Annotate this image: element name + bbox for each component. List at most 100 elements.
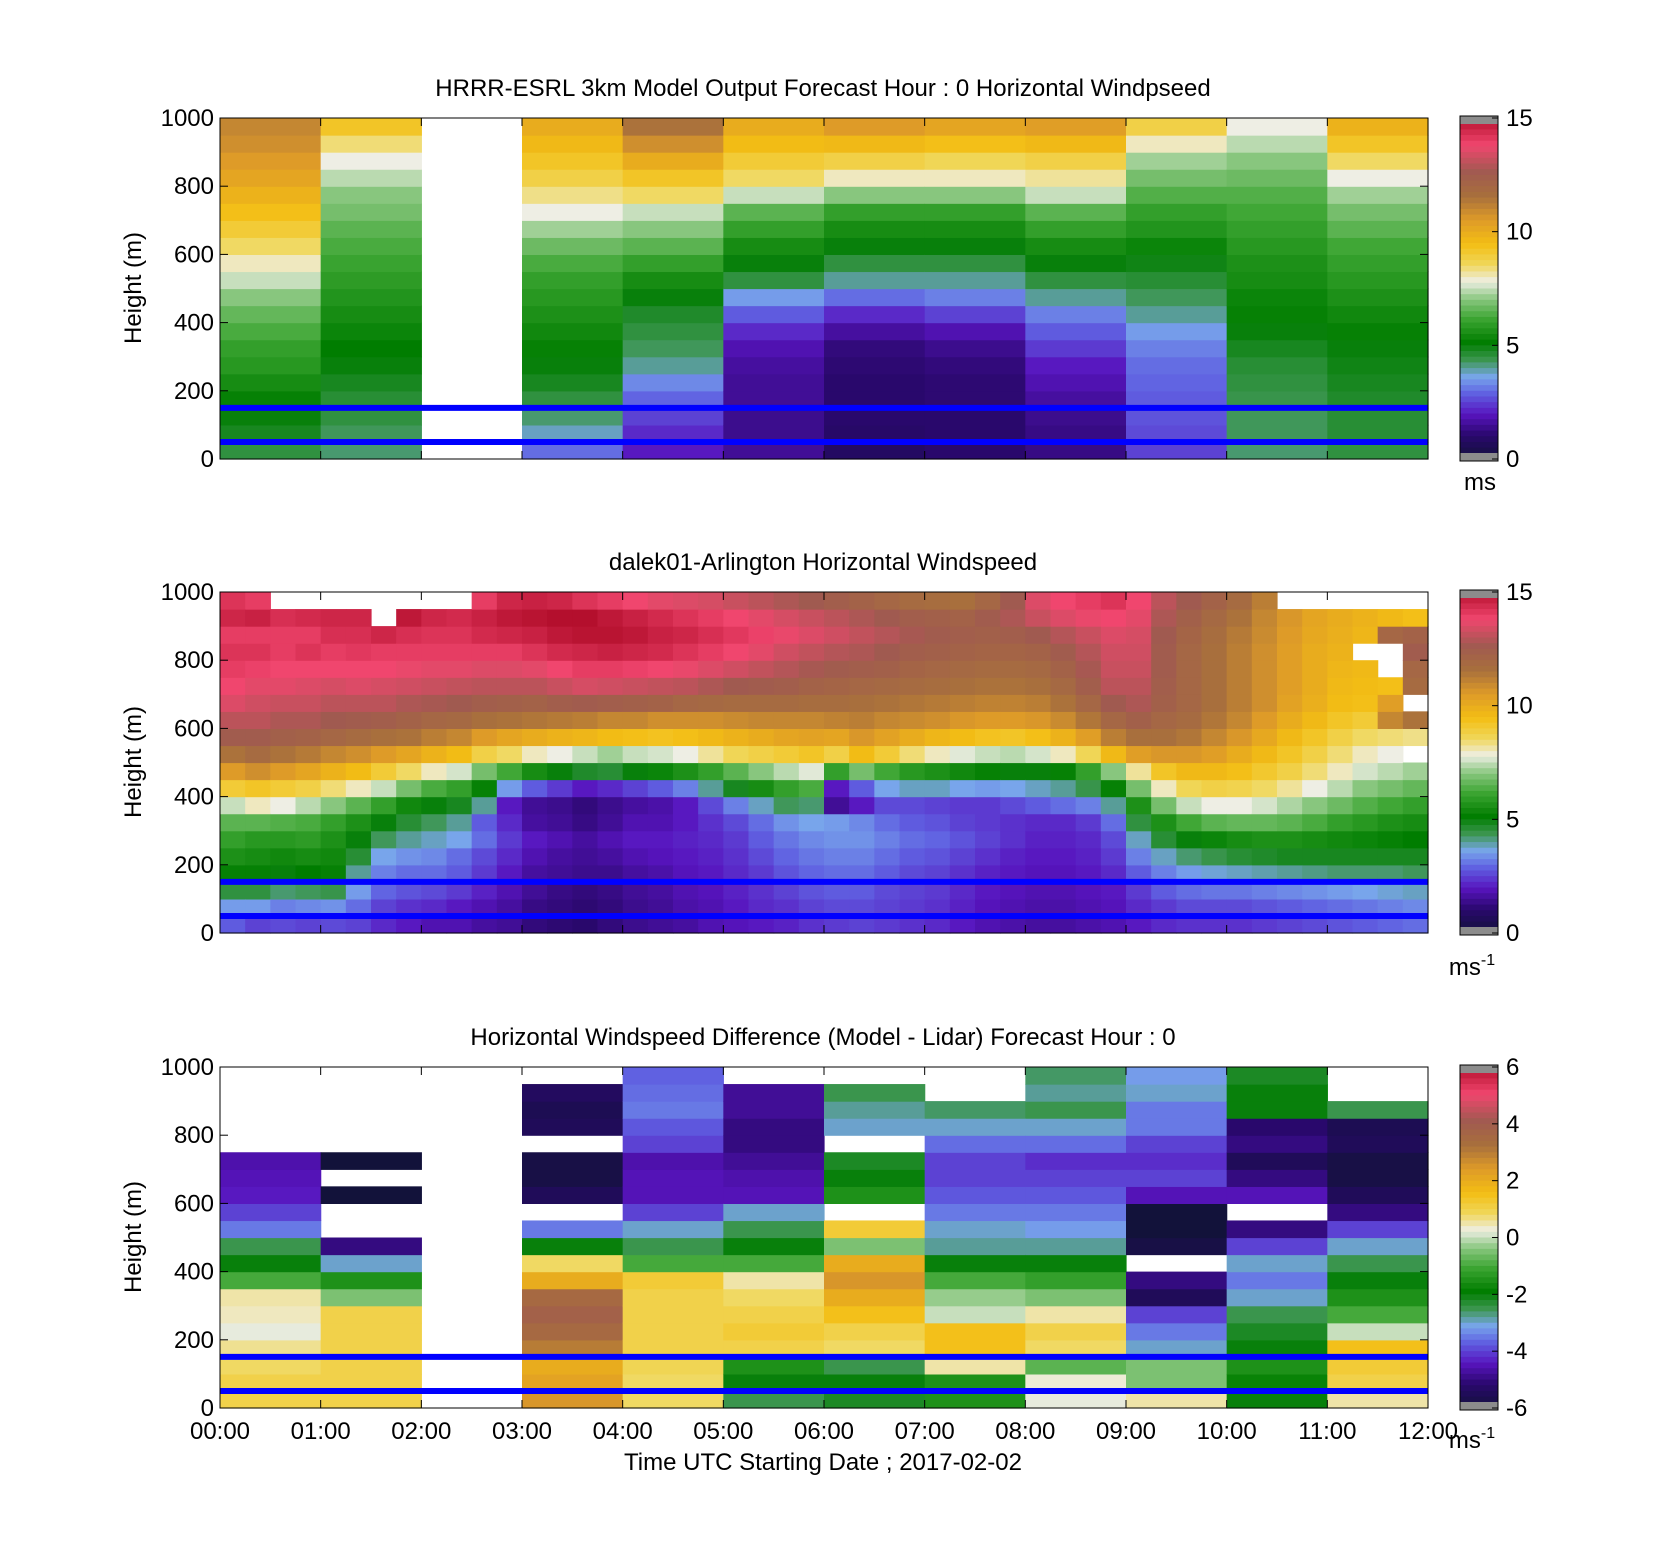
heatmap-cell xyxy=(522,881,548,900)
heatmap-cell xyxy=(1100,762,1127,781)
heatmap-cell xyxy=(748,694,775,712)
colorbar-segment xyxy=(1460,660,1498,667)
heatmap-cell xyxy=(723,1373,825,1392)
heatmap-cell xyxy=(975,677,1001,695)
heatmap-cell xyxy=(345,609,372,627)
colorbar-segment xyxy=(1460,677,1498,684)
heatmap-cell xyxy=(396,830,422,849)
heatmap-cell xyxy=(1302,915,1328,934)
colorbar-segment xyxy=(1460,1311,1498,1318)
heatmap-cell xyxy=(1075,728,1102,747)
heatmap-cell xyxy=(1151,898,1177,917)
heatmap-cell xyxy=(824,1305,926,1324)
heatmap-cell xyxy=(622,1118,724,1136)
heatmap-cell xyxy=(1025,915,1052,934)
heatmap-cell xyxy=(496,711,523,729)
heatmap-cell xyxy=(496,762,523,781)
colorbar-segment xyxy=(1460,1339,1498,1346)
heatmap-cell xyxy=(924,1152,1026,1170)
heatmap-cell xyxy=(320,390,422,409)
heatmap-cell xyxy=(1176,898,1203,917)
heatmap-cell xyxy=(597,898,624,917)
heatmap-cell xyxy=(723,339,825,358)
heatmap-cell xyxy=(798,643,825,661)
heatmap-cell xyxy=(647,847,674,866)
heatmap-cell xyxy=(522,1186,624,1204)
colorbar-segment xyxy=(1460,191,1498,199)
heatmap-cell xyxy=(572,694,599,712)
heatmap-cell xyxy=(572,643,599,661)
heatmap-cell xyxy=(1226,728,1253,747)
heatmap-cell xyxy=(798,609,825,627)
heatmap-cell xyxy=(899,779,926,798)
heatmap-cell xyxy=(1327,186,1429,204)
heatmap-cell xyxy=(471,779,498,798)
heatmap-cell xyxy=(522,830,548,849)
heatmap-cell xyxy=(1176,660,1203,678)
heatmap-cell xyxy=(446,660,473,678)
heatmap-cell xyxy=(798,881,825,900)
heatmap-cell xyxy=(1377,813,1404,832)
heatmap-cell xyxy=(1402,711,1429,729)
heatmap-cell xyxy=(1126,694,1152,712)
heatmap-cell xyxy=(522,643,548,661)
heatmap-cell xyxy=(270,779,297,798)
heatmap-cell xyxy=(320,254,422,273)
heatmap-cell xyxy=(773,694,800,712)
colorbar-segment xyxy=(1460,705,1498,712)
colorbar-segment xyxy=(1460,430,1498,437)
colorbar-segment xyxy=(1460,717,1498,724)
y-tick-label: 800 xyxy=(174,647,214,674)
heatmap-cell xyxy=(1352,762,1379,781)
heatmap-cell xyxy=(1277,660,1303,678)
heatmap-cell xyxy=(220,711,246,729)
colorbar-segment xyxy=(1460,328,1498,335)
heatmap-cell xyxy=(1377,762,1404,781)
heatmap-cell xyxy=(874,864,901,883)
heatmap-cell xyxy=(1025,203,1127,221)
heatmap-cell xyxy=(975,864,1001,883)
heatmap-cell xyxy=(773,626,800,644)
heatmap-cell xyxy=(270,813,297,832)
heatmap-cell xyxy=(1000,643,1026,661)
heatmap-cell xyxy=(874,745,901,764)
heatmap-cell xyxy=(874,881,901,900)
heatmap-cell xyxy=(824,1271,926,1290)
heatmap-cell xyxy=(975,898,1001,917)
heatmap-cell xyxy=(924,1203,1026,1222)
colorbar-segment xyxy=(1460,197,1498,204)
colorbar-segment xyxy=(1460,447,1498,454)
heatmap-cell xyxy=(220,390,322,409)
heatmap-cell xyxy=(371,847,397,866)
colorbar-segment xyxy=(1460,1260,1498,1267)
heatmap-cell xyxy=(547,745,573,764)
heatmap-cell xyxy=(1126,1118,1228,1136)
heatmap-cell xyxy=(924,407,1026,426)
heatmap-cell xyxy=(1126,898,1152,917)
heatmap-cell xyxy=(1151,694,1177,712)
heatmap-cell xyxy=(1377,609,1404,627)
heatmap-cell xyxy=(1050,762,1077,781)
colorbar-tick-label: 15 xyxy=(1506,579,1533,606)
heatmap-cell xyxy=(698,626,724,644)
panel-difference-heatmap xyxy=(220,1067,1429,1409)
colorbar-segment xyxy=(1460,796,1498,803)
heatmap-cell xyxy=(924,864,951,883)
heatmap-cell xyxy=(723,711,750,729)
heatmap-cell xyxy=(723,152,825,170)
heatmap-cell xyxy=(1000,694,1026,712)
colorbar-segment xyxy=(1460,1373,1498,1381)
heatmap-cell xyxy=(723,1390,825,1409)
heatmap-cell xyxy=(396,915,422,934)
heatmap-cell xyxy=(773,813,800,832)
heatmap-cell xyxy=(1327,898,1354,917)
heatmap-cell xyxy=(1050,694,1077,712)
heatmap-cell xyxy=(471,830,498,849)
colorbar-segment xyxy=(1460,316,1498,324)
heatmap-cell xyxy=(647,609,674,627)
heatmap-cell xyxy=(773,592,800,610)
heatmap-cell xyxy=(1201,779,1228,798)
x-tick-label: 03:00 xyxy=(492,1418,552,1445)
heatmap-cell xyxy=(773,762,800,781)
y-tick-label: 800 xyxy=(174,1122,214,1149)
